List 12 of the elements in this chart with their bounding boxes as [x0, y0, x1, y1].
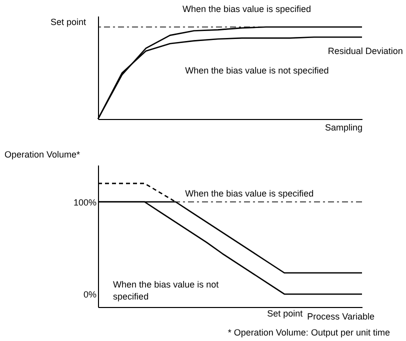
- y-tick-label: 0%: [83, 290, 96, 300]
- annotation: Residual Deviation: [328, 46, 403, 56]
- text: * Operation Volume: Output per unit time: [228, 328, 390, 338]
- text: When the bias value is not specified: [113, 279, 220, 302]
- y-tick-label: 100%: [73, 197, 96, 208]
- series-label: When the bias value is specified: [182, 4, 312, 14]
- text: When the bias value is not specified: [185, 66, 329, 76]
- x-axis-title: Sampling: [324, 122, 362, 132]
- series-label: When the bias value is specified: [185, 188, 314, 198]
- y-axis-title: Operation Volume*: [4, 150, 81, 160]
- ref-line-label: Set point: [50, 17, 86, 28]
- x-axis-title: Process Variable: [307, 312, 374, 322]
